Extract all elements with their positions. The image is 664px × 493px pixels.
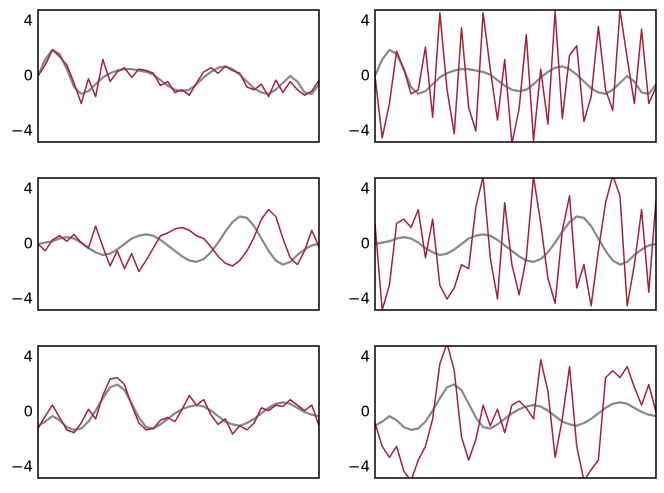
y-tick-label: 0 — [360, 403, 370, 421]
axes-frame — [374, 177, 657, 311]
y-tick-label: 4 — [23, 180, 33, 198]
y-tick-label: 0 — [23, 67, 33, 85]
axes-frame — [374, 345, 657, 479]
plot-area — [375, 178, 656, 310]
y-tick-label: 4 — [23, 348, 33, 366]
y-tick-label: 4 — [23, 12, 33, 30]
y-tick-label: −4 — [11, 290, 33, 308]
y-tick-label: −4 — [348, 122, 370, 140]
series-line — [375, 215, 656, 266]
series-line — [375, 383, 656, 431]
series-line — [38, 376, 319, 435]
series-line — [375, 178, 656, 310]
series-line — [38, 208, 319, 273]
axes-frame — [37, 345, 320, 479]
series-line — [38, 48, 319, 95]
plot-area — [38, 208, 319, 273]
series-line — [375, 346, 656, 478]
series-line — [38, 383, 319, 431]
axes-frame — [37, 177, 320, 311]
y-tick-label: 4 — [360, 12, 370, 30]
y-tick-label: 4 — [360, 348, 370, 366]
y-tick-label: −4 — [348, 458, 370, 476]
y-tick-label: 4 — [360, 180, 370, 198]
plot-area — [38, 376, 319, 435]
y-tick-label: −4 — [348, 290, 370, 308]
plot-area — [38, 48, 319, 105]
plot-area — [375, 10, 656, 142]
plot-area — [375, 346, 656, 478]
series-line — [38, 49, 319, 105]
axes-frame — [374, 9, 657, 143]
y-tick-label: 0 — [23, 403, 33, 421]
y-tick-label: −4 — [11, 122, 33, 140]
axes-frame — [37, 9, 320, 143]
series-line — [375, 48, 656, 95]
y-tick-label: −4 — [11, 458, 33, 476]
y-tick-label: 0 — [360, 235, 370, 253]
series-line — [375, 10, 656, 142]
y-tick-label: 0 — [23, 235, 33, 253]
y-tick-label: 0 — [360, 67, 370, 85]
